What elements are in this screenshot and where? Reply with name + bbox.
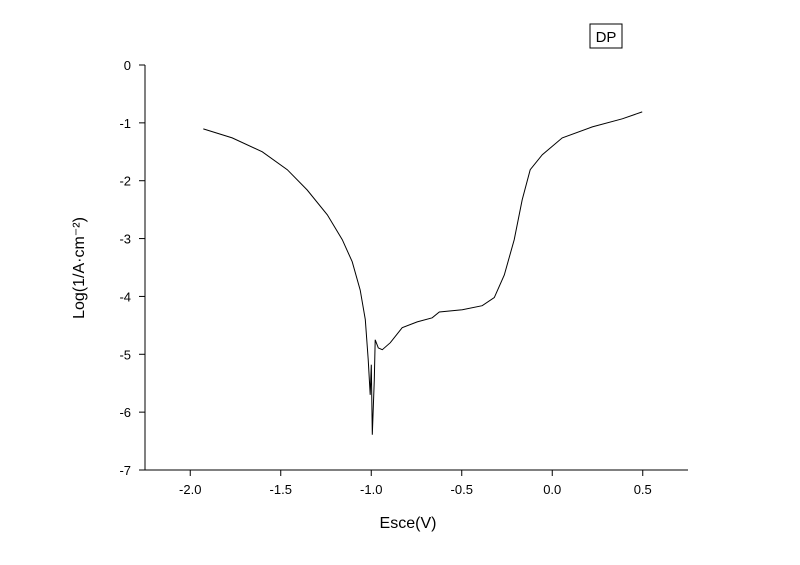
y-tick-label: -6	[119, 405, 131, 420]
x-tick-label: 0.5	[634, 482, 652, 497]
legend-label: DP	[596, 29, 617, 46]
data-line	[203, 111, 643, 435]
x-tick-label: -2.0	[179, 482, 201, 497]
x-axis-label: Esce(V)	[380, 515, 437, 532]
y-axis-label: Log(1/A·cm⁻²)	[71, 217, 88, 319]
x-tick-label: -1.5	[270, 482, 292, 497]
y-tick-label: -1	[119, 116, 131, 131]
x-tick-label: 0.0	[543, 482, 561, 497]
y-tick-label: -7	[119, 463, 131, 478]
y-tick-label: 0	[124, 58, 131, 73]
y-tick-label: -4	[119, 289, 131, 304]
x-tick-label: -0.5	[451, 482, 473, 497]
y-tick-label: -2	[119, 174, 131, 189]
y-tick-label: -3	[119, 232, 131, 247]
y-tick-label: -5	[119, 347, 131, 362]
legend-box	[589, 23, 623, 49]
x-tick-label: -1.0	[360, 482, 382, 497]
